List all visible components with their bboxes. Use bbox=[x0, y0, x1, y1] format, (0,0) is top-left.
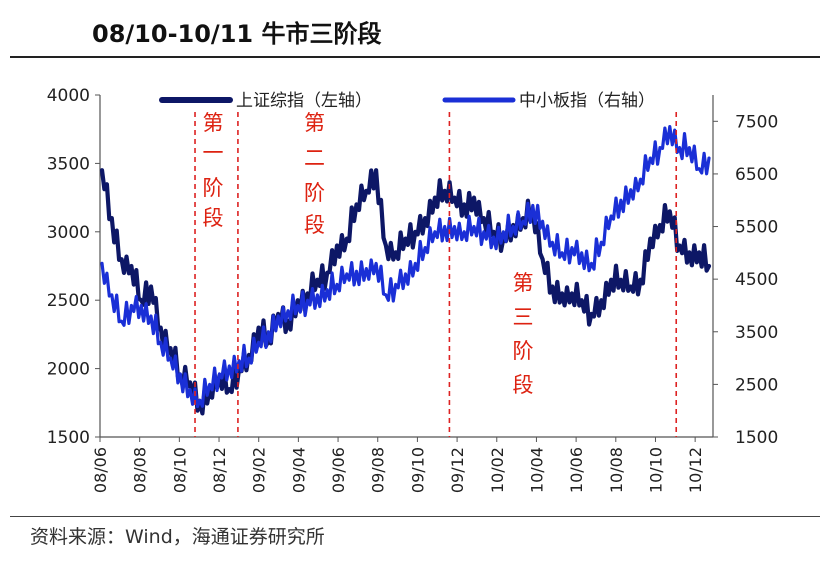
x-tick-label: 10/10 bbox=[646, 447, 665, 493]
x-tick-label: 09/06 bbox=[329, 447, 348, 493]
source-note: 资料来源：Wind，海通证券研究所 bbox=[30, 526, 325, 548]
stage-label-char: 段 bbox=[203, 206, 224, 230]
stage-label-char: 第 bbox=[203, 111, 224, 135]
x-tick-label: 10/06 bbox=[567, 447, 586, 493]
x-tick-label: 09/12 bbox=[448, 447, 467, 493]
x-tick-label: 09/02 bbox=[250, 447, 269, 493]
stage-label-char: 阶 bbox=[304, 181, 325, 205]
legend-label: 上证综指（左轴） bbox=[236, 91, 372, 111]
left-tick-label: 3000 bbox=[47, 223, 90, 243]
x-tick-label: 08/06 bbox=[91, 447, 110, 493]
left-tick-label: 2500 bbox=[47, 291, 90, 311]
left-tick-label: 2000 bbox=[47, 360, 90, 380]
x-tick-label: 10/04 bbox=[527, 447, 546, 493]
x-tick-label: 09/04 bbox=[289, 447, 308, 493]
source-divider bbox=[10, 516, 820, 517]
left-tick-label: 3500 bbox=[47, 154, 90, 174]
stage-label-char: 第 bbox=[304, 111, 325, 135]
chart-axes: 1500 2000 2500 3000 3500 4000 1500 2500 3500 4500… bbox=[47, 86, 779, 493]
chart-title: 08/10-10/11 牛市三阶段 bbox=[92, 20, 382, 48]
right-tick-label: 6500 bbox=[735, 165, 778, 185]
stage-label-char: 阶 bbox=[512, 339, 533, 363]
legend-label: 中小板指（右轴） bbox=[519, 91, 655, 111]
x-tick-label: 08/08 bbox=[131, 447, 150, 493]
stage-label-char: 段 bbox=[512, 373, 533, 397]
stage-label-char: 阶 bbox=[203, 176, 224, 200]
x-tick-label: 08/10 bbox=[170, 447, 189, 493]
x-tick-label: 10/08 bbox=[607, 447, 626, 493]
series-line-sme-board bbox=[100, 125, 711, 409]
right-tick-label: 7500 bbox=[735, 112, 778, 132]
right-tick-label: 5500 bbox=[735, 218, 778, 238]
chart-legend: 上证综指（左轴） 中小板指（右轴） bbox=[159, 91, 655, 111]
left-tick-label: 4000 bbox=[47, 86, 90, 106]
stage-label-char: 三 bbox=[512, 305, 533, 329]
left-tick-label: 1500 bbox=[47, 428, 90, 448]
stage-label-char: 第 bbox=[512, 271, 533, 295]
x-tick-label: 09/08 bbox=[369, 447, 388, 493]
line-chart: 1500 2000 2500 3000 3500 4000 1500 2500 3500 4500… bbox=[47, 86, 779, 493]
title-divider bbox=[10, 56, 820, 58]
x-tick-label: 09/10 bbox=[408, 447, 427, 493]
x-tick-label: 08/12 bbox=[210, 447, 229, 493]
stage-label-char: 段 bbox=[304, 213, 325, 237]
right-tick-label: 2500 bbox=[735, 375, 778, 395]
x-tick-label: 10/12 bbox=[686, 447, 705, 493]
right-tick-label: 3500 bbox=[735, 323, 778, 343]
right-tick-label: 4500 bbox=[735, 270, 778, 290]
stage-label-char: 二 bbox=[304, 146, 325, 170]
stage-label-char: 一 bbox=[203, 141, 224, 165]
chart-series bbox=[99, 125, 712, 416]
x-tick-label: 10/02 bbox=[488, 447, 507, 493]
right-tick-label: 1500 bbox=[735, 428, 778, 448]
